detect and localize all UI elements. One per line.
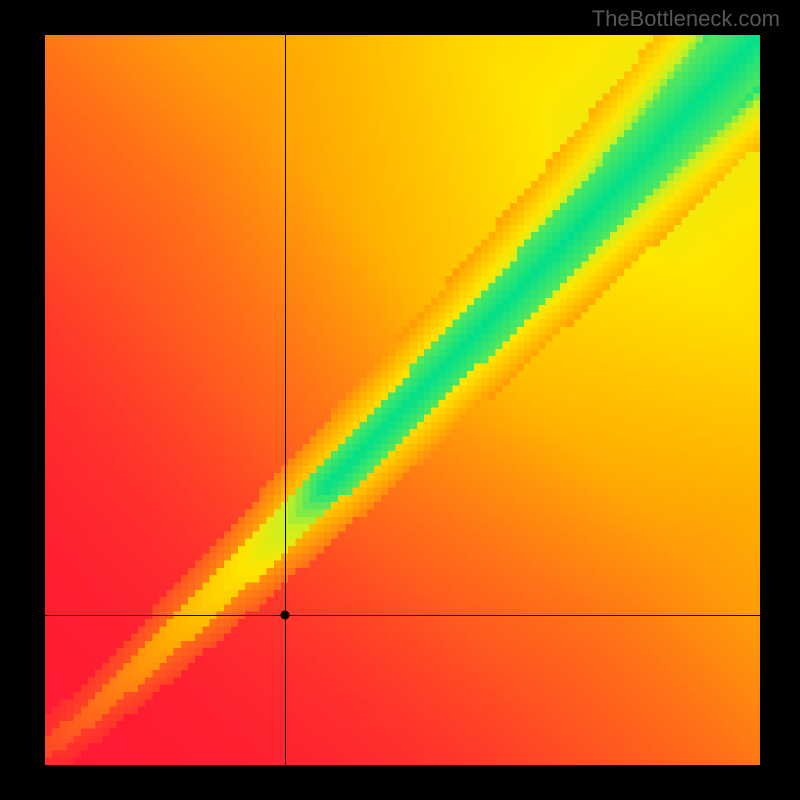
heatmap-canvas [45,35,760,765]
heatmap-plot-area [45,35,760,765]
watermark-text: TheBottleneck.com [592,6,780,32]
crosshair-marker-dot [280,611,289,620]
crosshair-vertical-line [285,35,286,765]
crosshair-horizontal-line [45,615,760,616]
